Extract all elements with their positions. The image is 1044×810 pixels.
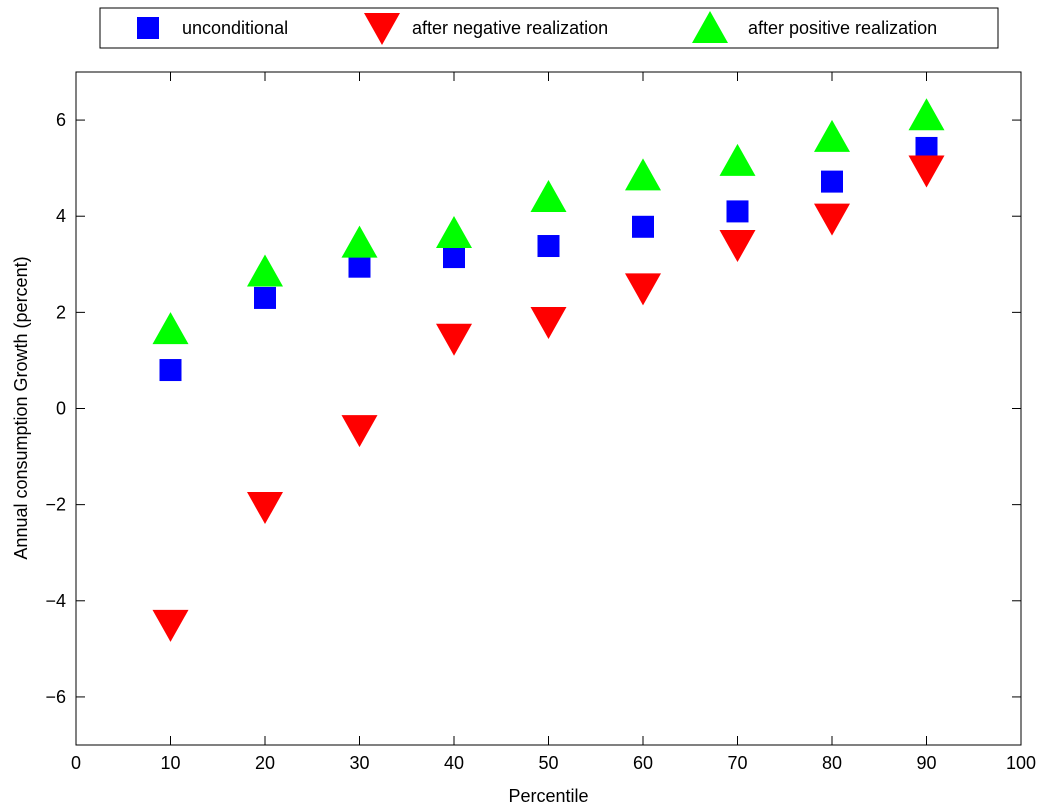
series-3 bbox=[152, 98, 945, 345]
y-tick-label: 0 bbox=[56, 399, 66, 419]
legend-item: after positive realization bbox=[692, 11, 937, 43]
plot-area bbox=[75, 71, 1022, 746]
data-point bbox=[159, 359, 182, 382]
data-point bbox=[821, 170, 843, 193]
y-axis-label: Annual consumption Growth (percent) bbox=[11, 256, 31, 559]
data-point bbox=[915, 136, 938, 159]
data-point bbox=[530, 306, 567, 339]
data-point bbox=[719, 230, 756, 263]
y-tick-label: 4 bbox=[56, 206, 66, 226]
data-point bbox=[719, 143, 756, 176]
axis-ticks: 0 10 20 30 40 50 60 70 80 90 100 −6 −4 −2 0 2 4 6 bbox=[45, 72, 1036, 773]
data-point bbox=[254, 286, 276, 309]
legend-marker bbox=[692, 11, 728, 43]
x-tick-label: 80 bbox=[822, 753, 842, 773]
x-tick-label: 50 bbox=[538, 753, 558, 773]
data-point bbox=[530, 179, 567, 212]
x-tick-label: 10 bbox=[160, 753, 180, 773]
x-tick-label: 100 bbox=[1006, 753, 1036, 773]
data-point bbox=[814, 203, 850, 236]
legend-item: unconditional bbox=[137, 17, 288, 39]
legend-label: unconditional bbox=[182, 18, 288, 38]
data-marks bbox=[152, 98, 945, 642]
y-tick-label: −4 bbox=[45, 591, 66, 611]
data-point bbox=[537, 235, 560, 258]
data-point bbox=[247, 254, 283, 287]
legend-marker bbox=[364, 13, 400, 45]
data-point bbox=[726, 200, 749, 223]
data-point bbox=[341, 225, 378, 258]
series-2 bbox=[152, 155, 945, 642]
data-point bbox=[908, 98, 945, 131]
data-point bbox=[348, 255, 371, 278]
x-tick-label: 0 bbox=[71, 753, 81, 773]
legend: unconditional after negative realization a… bbox=[99, 7, 999, 49]
data-point bbox=[443, 246, 465, 269]
data-point bbox=[908, 155, 945, 188]
x-tick-label: 30 bbox=[349, 753, 369, 773]
legend-box bbox=[99, 7, 999, 49]
data-point bbox=[436, 323, 472, 356]
series-1 bbox=[159, 136, 938, 382]
data-point bbox=[152, 312, 189, 345]
x-tick-label: 70 bbox=[727, 753, 747, 773]
x-tick-label: 90 bbox=[916, 753, 936, 773]
x-tick-label: 40 bbox=[444, 753, 464, 773]
y-tick-label: 6 bbox=[56, 110, 66, 130]
x-axis-label: Percentile bbox=[508, 786, 588, 806]
data-point bbox=[341, 415, 378, 448]
y-tick-label: −2 bbox=[45, 495, 66, 515]
data-point bbox=[436, 216, 472, 249]
data-point bbox=[247, 492, 283, 525]
y-tick-label: −6 bbox=[45, 687, 66, 707]
legend-label: after positive realization bbox=[748, 18, 937, 38]
legend-item: after negative realization bbox=[364, 13, 608, 45]
legend-label: after negative realization bbox=[412, 18, 608, 38]
data-point bbox=[625, 273, 661, 306]
x-tick-label: 60 bbox=[633, 753, 653, 773]
data-point bbox=[814, 119, 850, 152]
x-tick-label: 20 bbox=[255, 753, 275, 773]
data-point bbox=[632, 215, 654, 238]
legend-marker bbox=[137, 17, 159, 39]
data-point bbox=[152, 609, 189, 642]
y-tick-label: 2 bbox=[56, 302, 66, 322]
data-point bbox=[625, 158, 661, 191]
